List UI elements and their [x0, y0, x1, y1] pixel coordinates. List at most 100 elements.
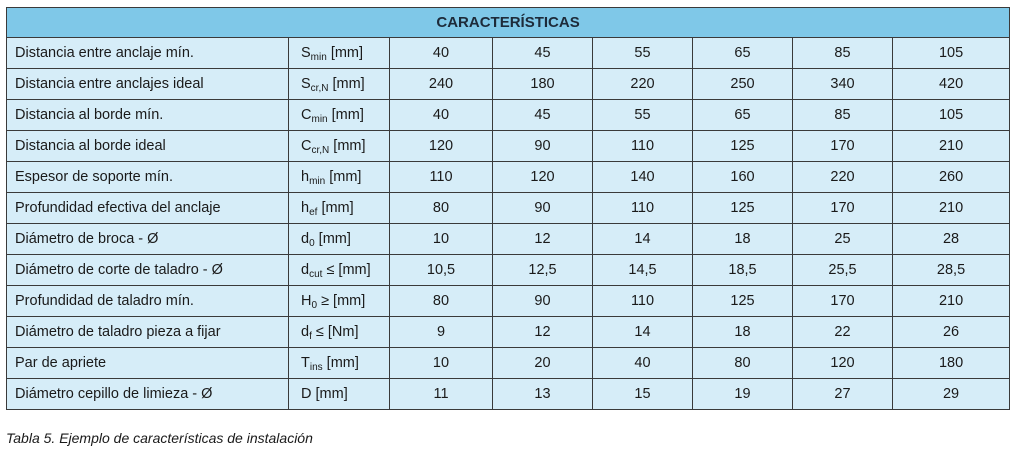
table-cell: 14,5	[592, 254, 693, 286]
row-symbol-unit: hmin [mm]	[288, 161, 390, 193]
table-cell: 110	[592, 285, 693, 317]
unit: [mm]	[329, 138, 366, 154]
table-cell: 55	[592, 99, 693, 131]
table-row: Diámetro de taladro pieza a fijar df ≤ [N…	[6, 316, 1011, 348]
table-cell: 105	[891, 37, 1011, 69]
table-cell: 90	[492, 192, 593, 224]
symbol-subscript: min	[311, 114, 328, 125]
unit: [mm]	[327, 107, 364, 123]
table-cell: 18	[692, 223, 793, 255]
table-row: Profundidad efectiva del anclaje hef [mm]…	[6, 192, 1011, 224]
table-cell: 27	[792, 378, 893, 410]
symbol-subscript: min	[309, 176, 326, 187]
unit: ≤ [mm]	[322, 262, 371, 278]
symbol: h	[301, 200, 310, 216]
unit: [mm]	[325, 169, 362, 185]
unit: [mm]	[322, 355, 359, 371]
table-cell: 14	[592, 223, 693, 255]
table-cell: 18	[692, 316, 793, 348]
row-label: Diámetro de broca - Ø	[6, 223, 289, 255]
symbol-subscript: f	[309, 331, 312, 342]
unit: [mm]	[317, 200, 354, 216]
table-cell: 250	[692, 68, 793, 100]
row-label: Diámetro de taladro pieza a fijar	[6, 316, 289, 348]
table-cell: 170	[792, 192, 893, 224]
symbol-subscript: cut	[309, 269, 323, 280]
table-cell: 220	[792, 161, 893, 193]
table-cell: 18,5	[692, 254, 793, 286]
symbol: S	[301, 45, 311, 61]
symbol: D	[301, 386, 312, 402]
characteristics-table: CARACTERÍSTICAS Distancia entre anclaje …	[5, 7, 1011, 410]
table-cell: 55	[592, 37, 693, 69]
table-cell: 140	[592, 161, 693, 193]
table-cell: 210	[891, 285, 1011, 317]
table-cell: 25	[792, 223, 893, 255]
symbol-subscript: min	[310, 52, 327, 63]
unit: [mm]	[311, 386, 348, 402]
table-row: Par de apriete Tins [mm] 10 20 40 80 120 180	[6, 347, 1011, 379]
table-cell: 220	[592, 68, 693, 100]
table-cell: 14	[592, 316, 693, 348]
row-symbol-unit: Scr,N [mm]	[288, 68, 390, 100]
table-cell: 340	[792, 68, 893, 100]
symbol-subscript: cr,N	[311, 145, 330, 156]
table-row: Distancia al borde ideal Ccr,N [mm] 120 90 1…	[6, 130, 1011, 162]
table-cell: 125	[692, 130, 793, 162]
table-cell: 105	[891, 99, 1011, 131]
row-symbol-unit: d0 [mm]	[288, 223, 390, 255]
table-cell: 65	[692, 37, 793, 69]
table-cell: 90	[492, 285, 593, 317]
row-symbol-unit: H0 ≥ [mm]	[288, 285, 390, 317]
symbol: S	[301, 76, 311, 92]
table-cell: 110	[389, 161, 493, 193]
table-cell: 28,5	[891, 254, 1011, 286]
table-cell: 180	[492, 68, 593, 100]
row-symbol-unit: hef [mm]	[288, 192, 390, 224]
table-body: Distancia entre anclaje mín. Smin [mm] 40 4…	[6, 37, 1011, 410]
table-row: Distancia al borde mín. Cmin [mm] 40 45 55 65…	[6, 99, 1011, 131]
symbol-subscript: 0	[311, 300, 318, 311]
row-symbol-unit: Smin [mm]	[288, 37, 390, 69]
table-cell: 210	[891, 130, 1011, 162]
row-label: Distancia al borde ideal	[6, 130, 289, 162]
table-cell: 180	[891, 347, 1011, 379]
table-cell: 170	[792, 130, 893, 162]
table-cell: 29	[891, 378, 1011, 410]
table-cell: 12	[492, 223, 593, 255]
row-symbol-unit: df ≤ [Nm]	[288, 316, 390, 348]
row-label: Distancia al borde mín.	[6, 99, 289, 131]
table-cell: 120	[389, 130, 493, 162]
symbol: d	[301, 324, 310, 340]
row-symbol-unit: Tins [mm]	[288, 347, 390, 379]
table-cell: 12,5	[492, 254, 593, 286]
row-label: Distancia entre anclajes ideal	[6, 68, 289, 100]
table-cell: 22	[792, 316, 893, 348]
table-cell: 120	[792, 347, 893, 379]
table-row: Espesor de soporte mín. hmin [mm] 110 120 14…	[6, 161, 1011, 193]
table-cell: 26	[891, 316, 1011, 348]
symbol: H	[301, 293, 312, 309]
table-cell: 110	[592, 192, 693, 224]
table-cell: 110	[592, 130, 693, 162]
unit: ≥ [mm]	[317, 293, 366, 309]
table-cell: 10,5	[389, 254, 493, 286]
row-label: Diámetro cepillo de limieza - Ø	[6, 378, 289, 410]
table-cell: 90	[492, 130, 593, 162]
symbol: C	[301, 138, 312, 154]
characteristics-table-container: CARACTERÍSTICAS Distancia entre anclaje …	[5, 7, 1011, 410]
table-cell: 45	[492, 37, 593, 69]
table-cell: 240	[389, 68, 493, 100]
table-cell: 80	[389, 192, 493, 224]
row-symbol-unit: Ccr,N [mm]	[288, 130, 390, 162]
table-cell: 19	[692, 378, 793, 410]
table-row: Distancia entre anclaje mín. Smin [mm] 40 4…	[6, 37, 1011, 69]
unit: ≤ [Nm]	[311, 324, 359, 340]
table-cell: 125	[692, 192, 793, 224]
table-cell: 45	[492, 99, 593, 131]
table-row: Profundidad de taladro mín. H0 ≥ [mm] 80 90…	[6, 285, 1011, 317]
row-label: Profundidad efectiva del anclaje	[6, 192, 289, 224]
unit: [mm]	[314, 231, 351, 247]
symbol-subscript: ins	[309, 362, 323, 373]
symbol-subscript: 0	[309, 238, 315, 249]
